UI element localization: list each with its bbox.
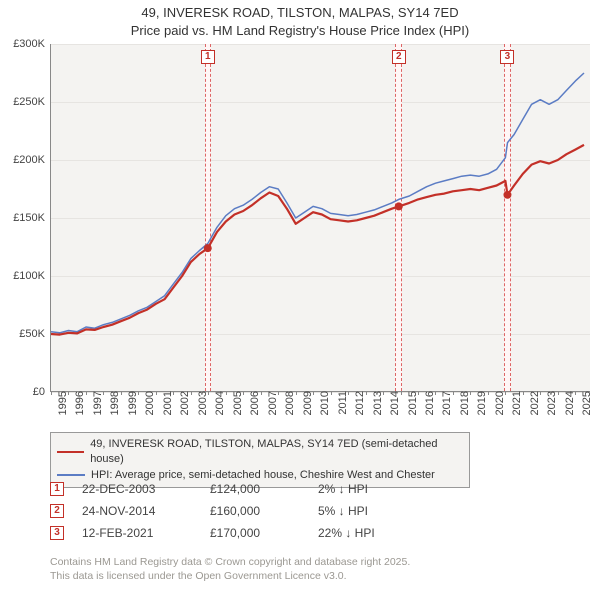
x-axis-label: 2020 — [490, 391, 506, 415]
footer-line-2: This data is licensed under the Open Gov… — [50, 570, 570, 584]
x-axis-label: 2018 — [455, 391, 471, 415]
footer-attribution: Contains HM Land Registry data © Crown c… — [50, 556, 570, 583]
chart-container: 49, INVERESK ROAD, TILSTON, MALPAS, SY14… — [0, 0, 600, 590]
x-axis-label: 1995 — [53, 391, 69, 415]
sales-price: £170,000 — [210, 526, 300, 540]
x-axis-label: 2002 — [175, 391, 191, 415]
legend-swatch — [57, 474, 85, 476]
x-axis-label: 2023 — [542, 391, 558, 415]
y-axis-label: £150K — [13, 212, 51, 224]
sale-dot — [204, 244, 212, 252]
sales-row: 3 12-FEB-2021 £170,000 22% ↓ HPI — [50, 522, 550, 544]
sales-marker: 2 — [50, 504, 64, 518]
series-price — [51, 145, 584, 335]
sales-date: 24-NOV-2014 — [82, 504, 192, 518]
x-axis-label: 1997 — [88, 391, 104, 415]
sale-dot — [395, 202, 403, 210]
sales-diff: 22% ↓ HPI — [318, 526, 428, 540]
x-axis-label: 2008 — [280, 391, 296, 415]
sale-marker-3: 3 — [500, 50, 514, 64]
x-axis-label: 2009 — [298, 391, 314, 415]
sales-diff: 2% ↓ HPI — [318, 482, 428, 496]
x-axis-label: 2019 — [472, 391, 488, 415]
sales-date: 22-DEC-2003 — [82, 482, 192, 496]
y-axis-label: £200K — [13, 154, 51, 166]
y-axis-label: £250K — [13, 96, 51, 108]
sales-row: 2 24-NOV-2014 £160,000 5% ↓ HPI — [50, 500, 550, 522]
sales-marker: 3 — [50, 526, 64, 540]
y-axis-label: £100K — [13, 270, 51, 282]
x-axis-label: 2016 — [420, 391, 436, 415]
x-axis-label: 1996 — [70, 391, 86, 415]
x-axis-label: 2004 — [210, 391, 226, 415]
x-axis-label: 2025 — [577, 391, 593, 415]
x-axis-label: 2011 — [333, 391, 349, 415]
title-line-1: 49, INVERESK ROAD, TILSTON, MALPAS, SY14… — [0, 4, 600, 22]
footer-line-1: Contains HM Land Registry data © Crown c… — [50, 556, 570, 570]
legend-swatch — [57, 451, 84, 453]
x-axis-label: 2014 — [385, 391, 401, 415]
x-axis-label: 1999 — [123, 391, 139, 415]
sale-marker-2: 2 — [392, 50, 406, 64]
x-axis-label: 2021 — [507, 391, 523, 415]
y-axis-label: £0 — [33, 386, 51, 398]
sales-date: 12-FEB-2021 — [82, 526, 192, 540]
x-axis-label: 2000 — [140, 391, 156, 415]
sale-dot — [503, 191, 511, 199]
y-axis-label: £300K — [13, 38, 51, 50]
legend-item: 49, INVERESK ROAD, TILSTON, MALPAS, SY14… — [57, 437, 463, 468]
sales-table: 1 22-DEC-2003 £124,000 2% ↓ HPI 2 24-NOV-2014… — [50, 478, 550, 544]
chart-lines — [51, 44, 591, 392]
x-axis-label: 2005 — [228, 391, 244, 415]
x-axis-label: 2012 — [350, 391, 366, 415]
sale-marker-1: 1 — [201, 50, 215, 64]
x-axis-label: 2017 — [437, 391, 453, 415]
x-axis-label: 2022 — [525, 391, 541, 415]
x-axis-label: 2003 — [193, 391, 209, 415]
x-axis-label: 2013 — [368, 391, 384, 415]
sales-price: £160,000 — [210, 504, 300, 518]
title-block: 49, INVERESK ROAD, TILSTON, MALPAS, SY14… — [0, 0, 600, 41]
series-hpi — [51, 73, 584, 333]
x-axis-label: 2015 — [403, 391, 419, 415]
x-axis-label: 1998 — [105, 391, 121, 415]
title-line-2: Price paid vs. HM Land Registry's House … — [0, 22, 600, 40]
sales-price: £124,000 — [210, 482, 300, 496]
sales-diff: 5% ↓ HPI — [318, 504, 428, 518]
x-axis-label: 2007 — [263, 391, 279, 415]
chart-plot-area: £0£50K£100K£150K£200K£250K£300K199519961… — [50, 44, 590, 392]
x-axis-label: 2024 — [560, 391, 576, 415]
legend-label: 49, INVERESK ROAD, TILSTON, MALPAS, SY14… — [90, 437, 463, 468]
x-axis-label: 2010 — [315, 391, 331, 415]
sales-marker: 1 — [50, 482, 64, 496]
x-axis-label: 2001 — [158, 391, 174, 415]
x-axis-label: 2006 — [245, 391, 261, 415]
y-axis-label: £50K — [19, 328, 51, 340]
sales-row: 1 22-DEC-2003 £124,000 2% ↓ HPI — [50, 478, 550, 500]
